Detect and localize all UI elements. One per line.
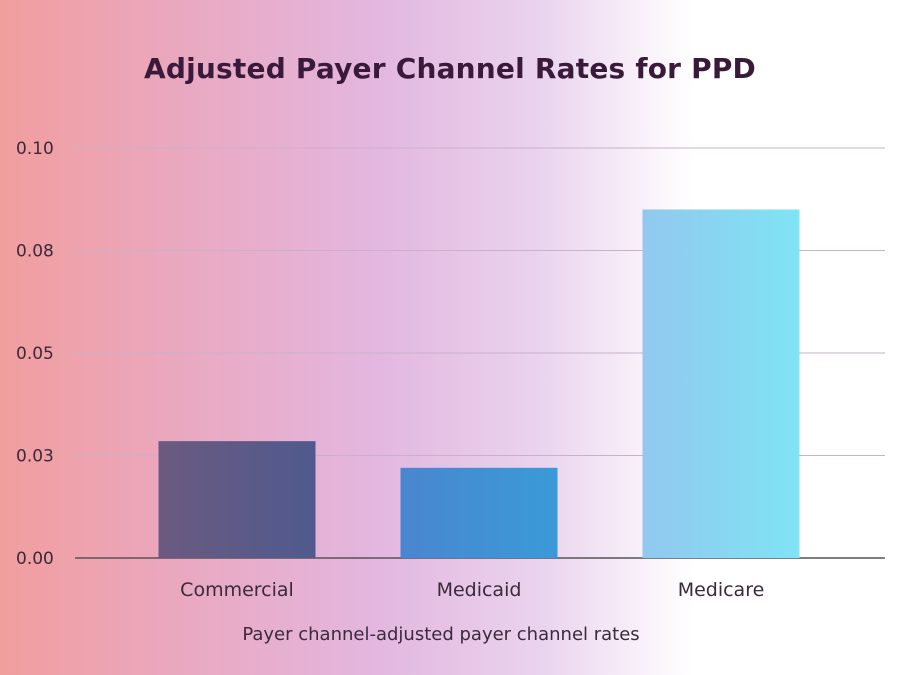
category-labels: Commercial Medicaid Medicare [180,579,764,601]
category-label-commercial: Commercial [180,579,294,601]
bar-commercial [158,441,316,558]
y-tick-label: 0.08 [16,242,54,262]
y-tick-label: 0.05 [16,344,54,364]
bar-medicare [642,209,800,558]
chart-title: Adjusted Payer Channel Rates for PPD [144,52,756,85]
y-tick-label: 0.03 [16,447,54,467]
x-axis-label: Payer channel-adjusted payer channel rat… [242,624,639,645]
category-label-medicare: Medicare [678,579,765,601]
y-tick-labels: 0.00 0.03 0.05 0.08 0.10 [16,139,54,569]
y-tick-label: 0.00 [16,549,54,569]
y-tick-label: 0.10 [16,139,54,159]
bars [158,209,800,558]
category-label-medicaid: Medicaid [437,579,522,601]
bar-medicaid [400,467,558,558]
